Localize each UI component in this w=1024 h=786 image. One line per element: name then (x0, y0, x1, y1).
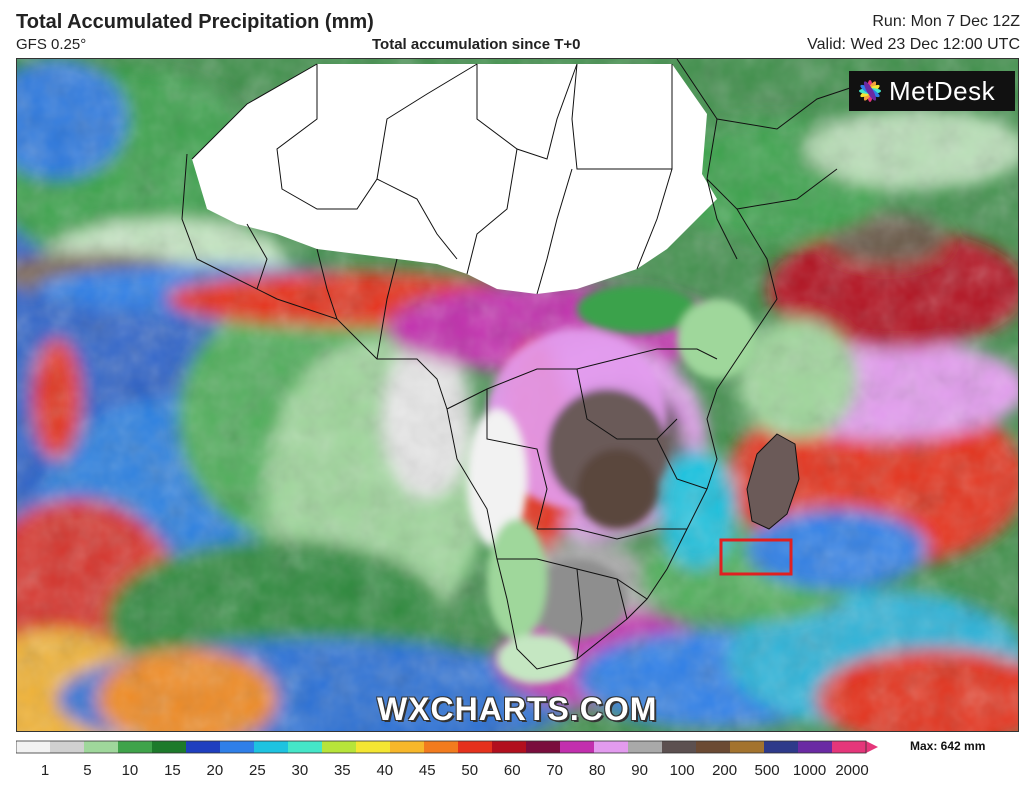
colorbar-swatch (254, 741, 289, 753)
chart-subtitle: Total accumulation since T+0 (372, 36, 581, 53)
legend-tick-label: 200 (712, 762, 738, 779)
legend-tick-label: 35 (333, 762, 351, 779)
central-africa-rain (467, 284, 757, 684)
legend-tick-label: 30 (291, 762, 309, 779)
colorbar-swatch (356, 741, 391, 753)
legend-tick-label: 70 (546, 762, 564, 779)
colorbar-swatch (492, 741, 527, 753)
colorbar-svg (15, 740, 878, 754)
colorbar-swatch (322, 741, 357, 753)
colorbar-swatch (220, 741, 255, 753)
colorbar-swatch (118, 741, 153, 753)
colorbar-arrow (866, 741, 878, 753)
legend-tick-label: 90 (631, 762, 648, 779)
legend-tick-label: 2000 (835, 762, 869, 779)
legend-tick-label: 60 (503, 762, 521, 779)
metdesk-flower-icon (859, 80, 881, 102)
colorbar-swatch (730, 741, 765, 753)
colorbar-swatch (628, 741, 663, 753)
colorbar-swatch (594, 741, 629, 753)
colorbar-swatch (798, 741, 833, 753)
chart-title: Total Accumulated Precipitation (mm) (16, 11, 374, 33)
run-time: Run: Mon 7 Dec 12Z (872, 13, 1020, 30)
colorbar-swatch (526, 741, 561, 753)
colorbar-swatch (764, 741, 799, 753)
legend-tick-label: 5 (83, 762, 92, 779)
legend-tick-label: 10 (121, 762, 139, 779)
colorbar-swatch (84, 741, 119, 753)
valid-time: Valid: Wed 23 Dec 12:00 UTC (807, 36, 1020, 53)
legend-tick-label: 100 (669, 762, 695, 779)
legend-tick-label: 25 (249, 762, 266, 779)
logo-text: MetDesk (889, 75, 996, 106)
madagascar (746, 433, 800, 530)
colorbar-swatch (288, 741, 323, 753)
map-canvas (17, 59, 1018, 731)
country-borders (181, 59, 878, 670)
colorbar-swatch (152, 741, 187, 753)
model-label: GFS 0.25° (16, 36, 87, 53)
legend-tick-label: 50 (461, 762, 479, 779)
colorbar-swatch (390, 741, 425, 753)
highlight-box (719, 538, 793, 576)
legend-ticks: 1 5 10 15 20 25 30 35 40 45 50 60 70 80 90 100 200 500 100… (0, 762, 1024, 782)
legend-tick-label: 1000 (792, 762, 827, 779)
colorbar-swatch (16, 741, 51, 753)
legend-tick-label: 1 (40, 762, 50, 779)
colorbar-swatch (424, 741, 459, 753)
metdesk-logo: MetDesk (849, 71, 1015, 111)
colorbar-swatch (662, 741, 697, 753)
legend-colorbar (15, 739, 878, 755)
colorbar-swatch (458, 741, 493, 753)
legend-tick-label: 45 (418, 762, 436, 779)
sahara-dry-region (192, 64, 717, 294)
max-label: Max: 642 mm (910, 739, 986, 753)
precipitation-map[interactable]: MetDesk WXCHARTS.COM (16, 58, 1019, 732)
legend-tick-label: 40 (376, 762, 394, 779)
legend-tick-label: 20 (206, 762, 224, 779)
legend-tick-label: 500 (754, 762, 780, 779)
legend-tick-label: 15 (164, 762, 181, 779)
colorbar-swatch (186, 741, 221, 753)
colorbar-swatch (696, 741, 731, 753)
colorbar-swatch (50, 741, 85, 753)
watermark: WXCHARTS.COM (377, 691, 658, 727)
colorbar-swatch (832, 741, 867, 753)
legend-tick-label: 80 (588, 762, 606, 779)
colorbar-swatch (560, 741, 595, 753)
